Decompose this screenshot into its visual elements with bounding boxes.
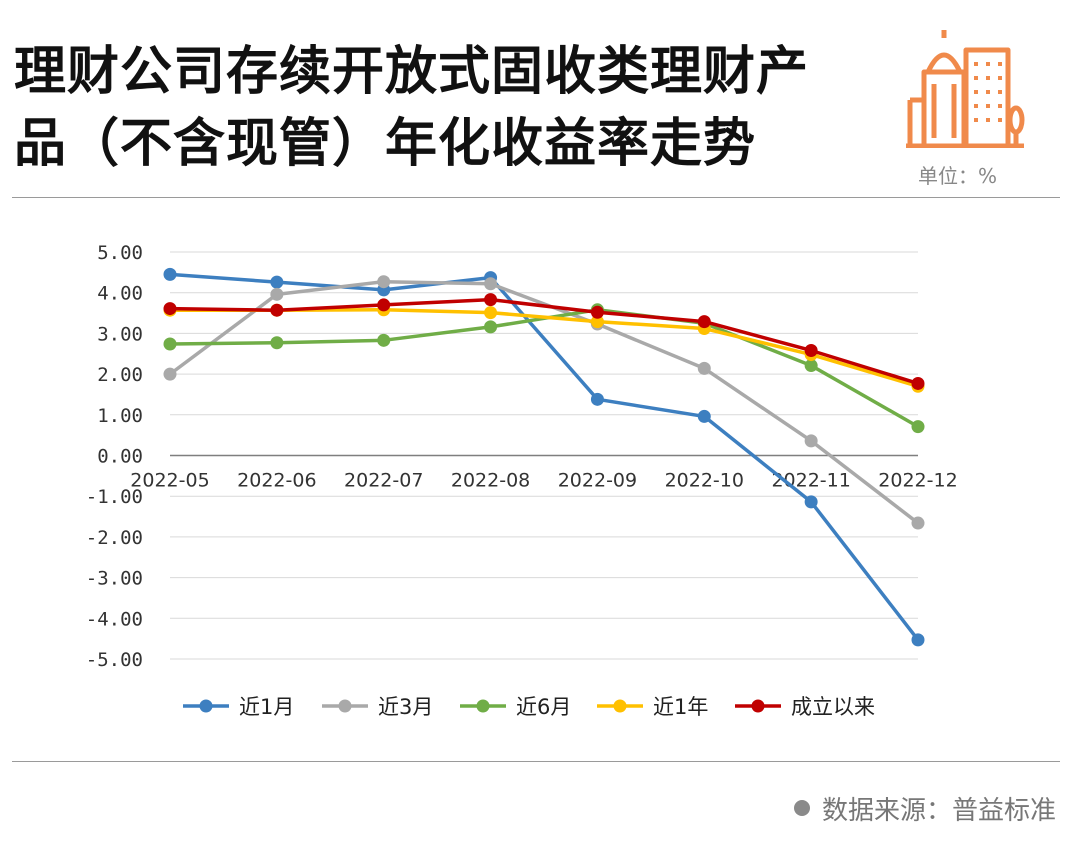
data-point [911, 420, 925, 434]
bullet-dot-icon [793, 800, 810, 816]
y-tick-label: 4.00 [97, 283, 143, 305]
data-point [590, 305, 604, 319]
data-point [697, 361, 711, 375]
header-divider [12, 197, 1060, 198]
x-axis-ticks: 2022-05 2022-06 2022-07 2022-08 2022-09 2022-… [130, 470, 957, 492]
y-tick-label: -4.00 [86, 608, 143, 630]
y-tick-label: 1.00 [97, 405, 143, 427]
data-source: 数据来源：普益标准 [793, 790, 1056, 827]
title-line-1: 理财公司存续开放式固收类理财产 [14, 42, 810, 102]
data-point [484, 306, 498, 320]
series-4 [163, 293, 925, 390]
data-point [590, 392, 604, 406]
data-point [163, 302, 177, 316]
data-point [270, 303, 284, 317]
x-tick-label: 2022-10 [665, 470, 744, 492]
y-tick-label: -5.00 [86, 649, 143, 671]
legend-label: 成立以来 [791, 695, 875, 719]
data-point [163, 267, 177, 281]
data-point [163, 337, 177, 351]
series-1 [163, 275, 925, 530]
legend-label: 近1年 [653, 695, 708, 719]
legend-item: 近1月 [183, 695, 294, 719]
series-line [169, 297, 919, 386]
legend-label: 近6月 [516, 695, 571, 719]
legend-swatch-marker [476, 699, 490, 713]
data-point [804, 359, 818, 373]
legend-swatch-marker [751, 699, 765, 713]
x-tick-label: 2022-06 [237, 470, 316, 492]
data-point [697, 409, 711, 423]
chart-legend: 近1月 近3月 近6月 近1年 成立以来 [183, 695, 875, 719]
data-point [911, 633, 925, 647]
chart-grid [170, 251, 918, 660]
data-point [804, 343, 818, 357]
data-point [484, 277, 498, 291]
footer-divider [12, 761, 1060, 762]
x-tick-label: 2022-09 [558, 470, 637, 492]
data-point [911, 376, 925, 390]
legend-swatch-marker [338, 699, 352, 713]
legend-swatch-marker [613, 699, 627, 713]
legend-item: 近1年 [597, 695, 708, 719]
legend-item: 近3月 [322, 695, 433, 719]
x-tick-label: 2022-05 [130, 470, 209, 492]
data-point [697, 315, 711, 329]
series-line [169, 272, 920, 641]
legend-label: 近1月 [239, 695, 294, 719]
y-tick-label: -2.00 [86, 527, 143, 549]
y-tick-label: 0.00 [97, 446, 143, 468]
unit-label: 单位：% [918, 164, 998, 188]
data-point [377, 333, 391, 347]
data-point [911, 516, 925, 530]
data-point [484, 293, 498, 307]
x-tick-label: 2022-12 [878, 470, 957, 492]
page-title: 理财公司存续开放式固收类理财产 品（不含现管）年化收益率走势 [14, 36, 809, 180]
data-point [163, 367, 177, 381]
title-line-2: 品（不含现管）年化收益率走势 [14, 114, 757, 174]
x-tick-label: 2022-08 [451, 470, 530, 492]
legend-label: 近3月 [378, 695, 433, 719]
data-point [377, 298, 391, 312]
series-2 [163, 303, 925, 434]
y-tick-label: -3.00 [86, 568, 143, 590]
data-point [804, 434, 818, 448]
data-point [804, 495, 818, 509]
chart-series [163, 267, 925, 647]
series-line [168, 279, 920, 525]
city-buildings-icon [906, 30, 1025, 148]
legend-item: 成立以来 [735, 695, 875, 719]
data-point [484, 320, 498, 334]
data-source-text: 数据来源：普益标准 [821, 796, 1056, 826]
y-tick-label: -1.00 [86, 486, 143, 508]
y-tick-label: 3.00 [97, 323, 143, 345]
y-tick-label: 2.00 [97, 364, 143, 386]
y-tick-label: 5.00 [97, 242, 143, 264]
y-axis-ticks: 5.00 4.00 3.00 2.00 1.00 0.00 -1.00 -2.00 -3.00 -… [86, 242, 143, 671]
data-point [270, 336, 284, 350]
legend-swatch-marker [199, 699, 213, 713]
legend-item: 近6月 [460, 695, 571, 719]
line-chart: 5.00 4.00 3.00 2.00 1.00 0.00 -1.00 -2.00 -3.00 -… [86, 242, 958, 719]
series-0 [163, 267, 925, 647]
data-point [270, 275, 284, 289]
x-tick-label: 2022-07 [344, 470, 423, 492]
data-point [590, 315, 604, 329]
data-point [270, 287, 284, 301]
data-point [377, 275, 391, 289]
